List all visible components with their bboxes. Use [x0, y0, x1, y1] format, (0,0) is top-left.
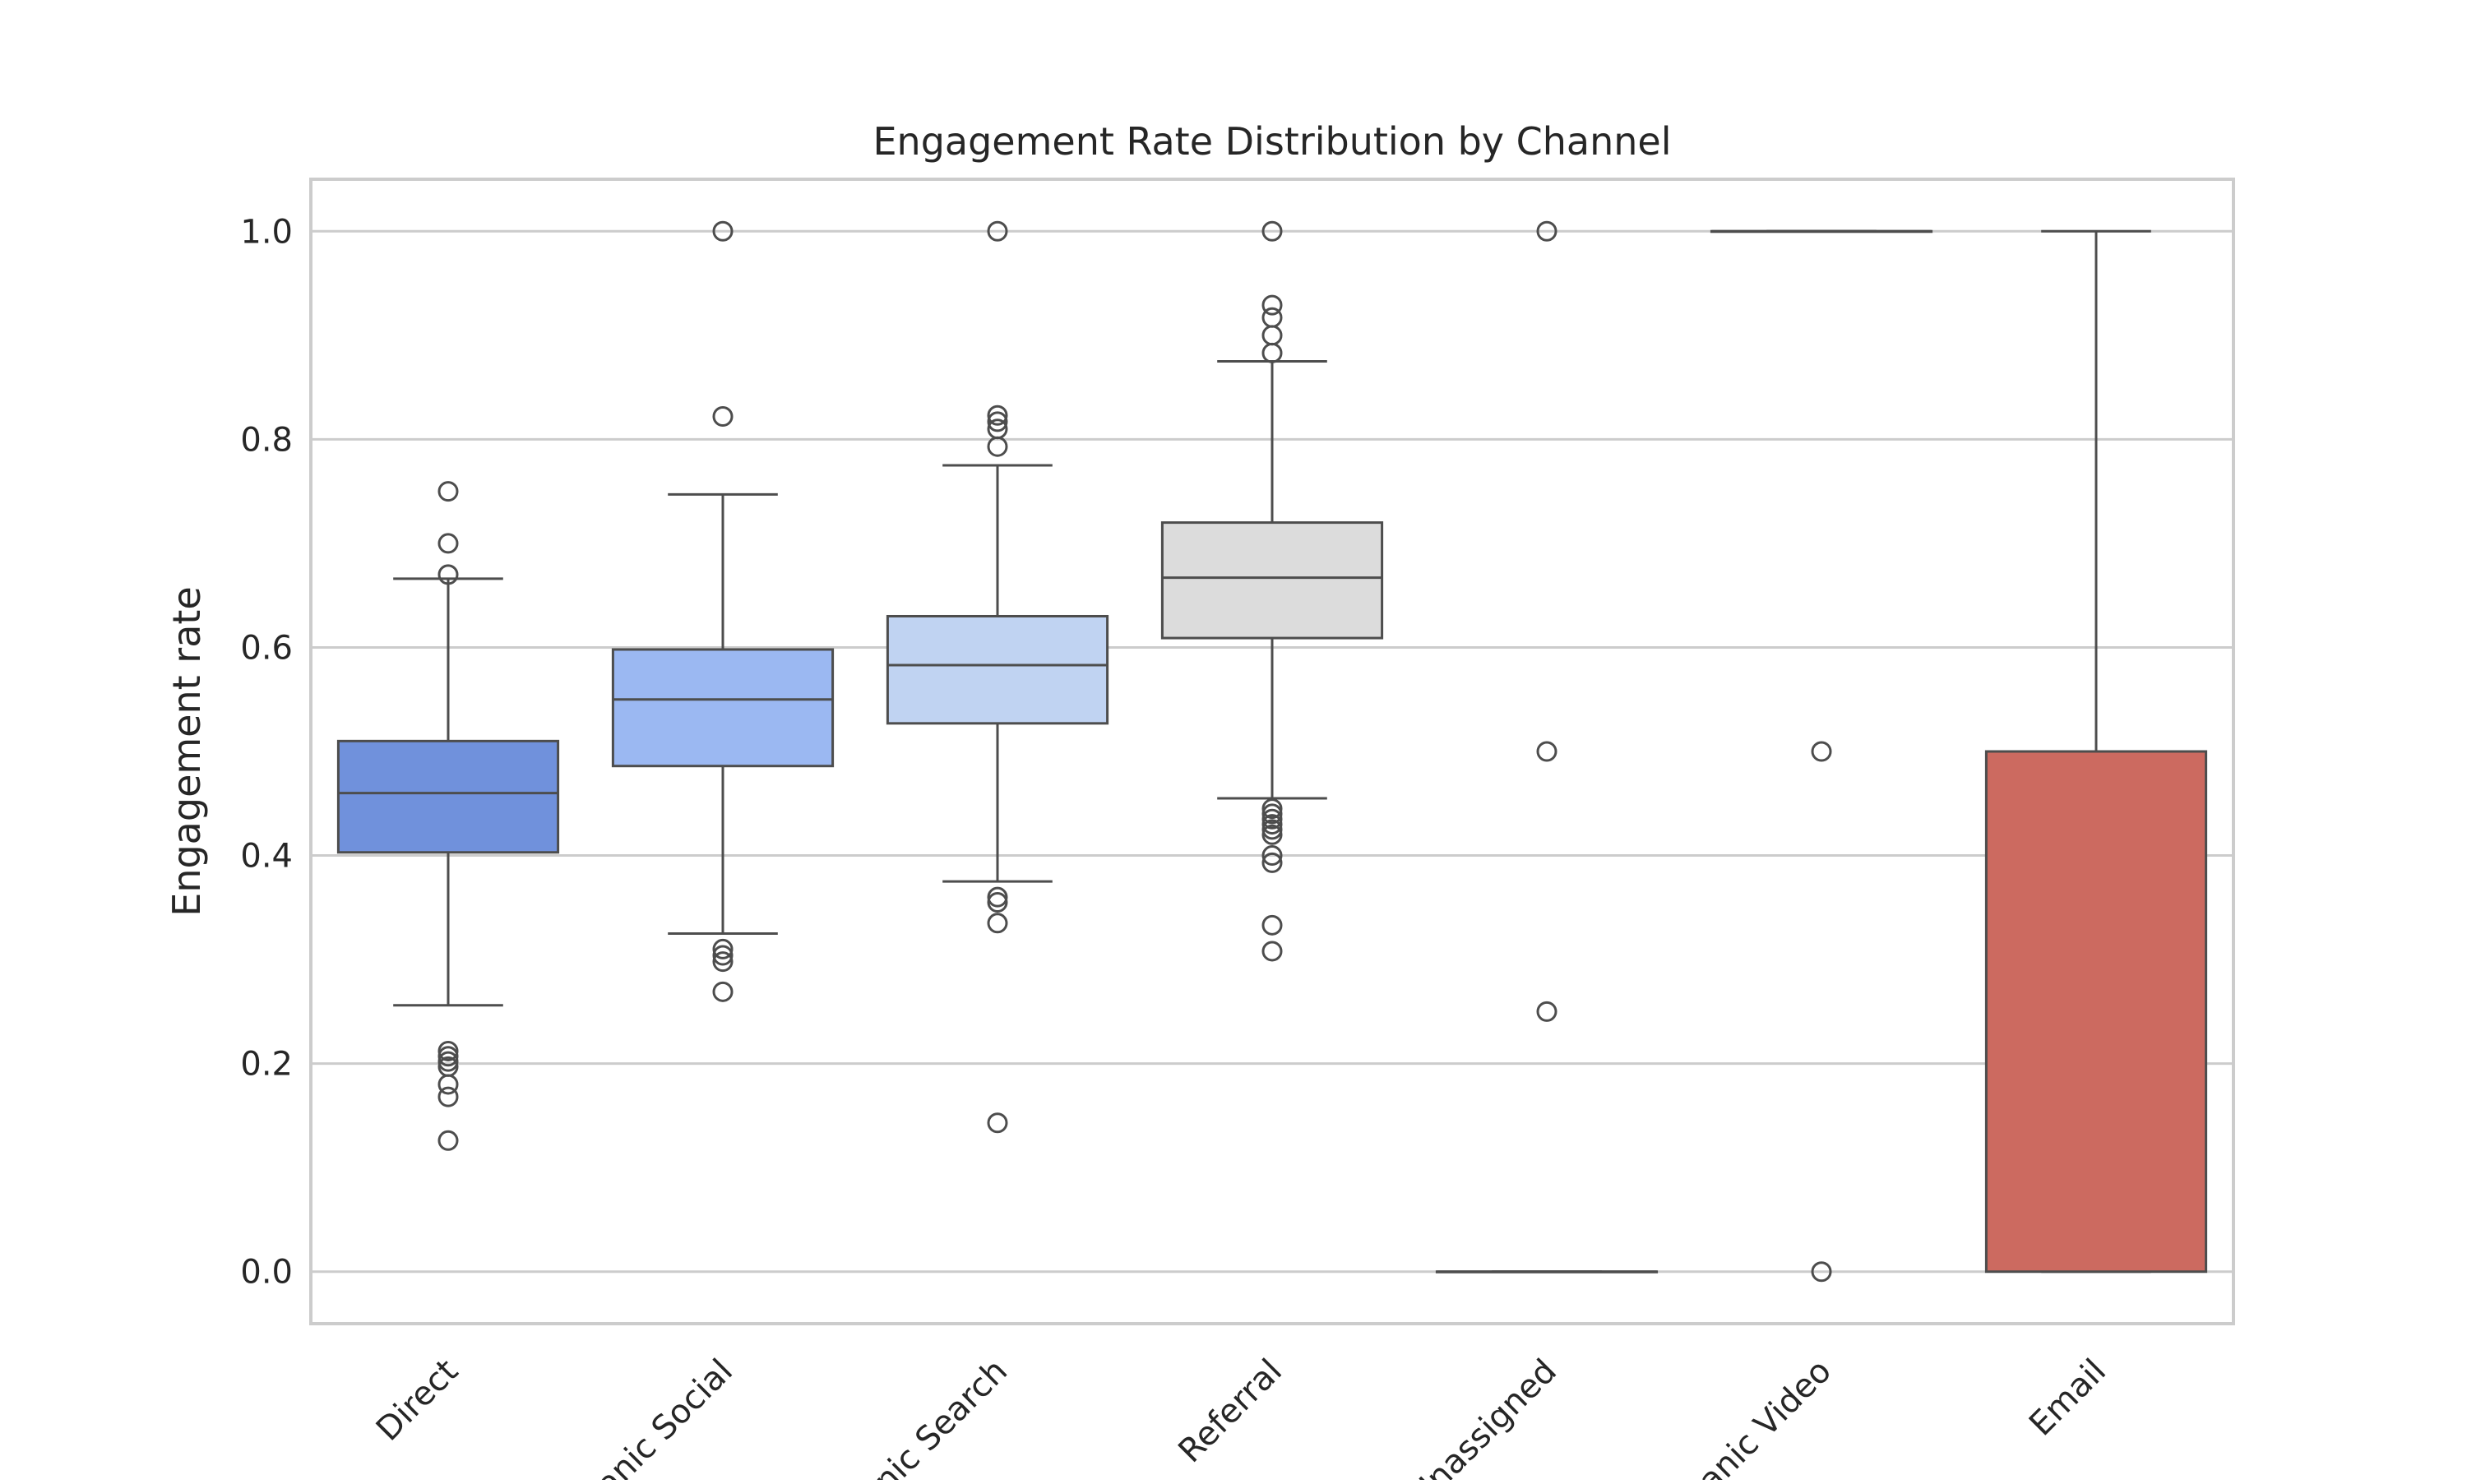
y-tick-label: 0.8 [240, 421, 293, 459]
chart-title: Engagement Rate Distribution by Channel [872, 119, 1671, 164]
box-iqr [611, 648, 835, 768]
outlier-point [1261, 808, 1283, 830]
outlier-point [1811, 1261, 1832, 1283]
outlier-point [1811, 741, 1832, 762]
outlier-point [1261, 814, 1283, 835]
outlier-point [987, 220, 1008, 242]
outlier-point [1536, 220, 1557, 242]
outlier-point [1261, 803, 1283, 825]
outlier-point [712, 938, 734, 959]
outlier-point [437, 1046, 459, 1067]
box-iqr [336, 739, 560, 854]
y-tick-label: 0.2 [240, 1046, 293, 1084]
outlier-point [987, 891, 1008, 913]
outlier-point [437, 1040, 459, 1061]
y-tick-label: 0.0 [240, 1254, 293, 1292]
box-unassigned [1435, 220, 1659, 1274]
box-organic-search [886, 220, 1109, 1134]
outlier-point [437, 1051, 459, 1072]
outlier-point [1261, 824, 1283, 845]
outlier-point [1261, 342, 1283, 363]
outlier-point [987, 913, 1008, 934]
plot-frame [309, 178, 2235, 1325]
box-iqr [886, 614, 1109, 725]
box-organic-video [1710, 229, 1933, 1283]
outlier-point [1261, 294, 1283, 316]
outlier-point [987, 411, 1008, 432]
outlier-point [437, 533, 459, 554]
outlier-point [437, 1086, 459, 1107]
outlier-point [1261, 852, 1283, 873]
box-iqr [1984, 750, 2208, 1274]
outlier-point [437, 1074, 459, 1095]
box-referral [1160, 220, 1384, 962]
outlier-point [1261, 819, 1283, 840]
outlier-point [1261, 941, 1283, 962]
outlier-point [987, 405, 1008, 426]
outlier-point [987, 436, 1008, 457]
box-layer [336, 220, 2208, 1283]
outlier-point [1536, 741, 1557, 762]
outlier-point [712, 406, 734, 428]
outlier-point [987, 886, 1008, 908]
y-tick-label: 0.4 [240, 838, 293, 876]
outlier-point [1536, 1001, 1557, 1022]
box-organic-social [611, 220, 835, 1002]
y-tick-label: 1.0 [240, 213, 293, 251]
outlier-point [987, 1112, 1008, 1134]
outlier-point [712, 220, 734, 242]
outlier-point [1261, 798, 1283, 820]
box-email [1984, 229, 2208, 1274]
outlier-point [437, 481, 459, 502]
outlier-point [1261, 914, 1283, 936]
box-direct [336, 481, 560, 1151]
outlier-point [712, 951, 734, 973]
box-iqr [1160, 521, 1384, 640]
outlier-point [712, 981, 734, 1002]
outlier-point [1261, 220, 1283, 242]
y-axis-label: Engagement rate [164, 586, 209, 916]
outlier-point [437, 1130, 459, 1151]
outlier-point [437, 564, 459, 585]
outlier-point [712, 945, 734, 966]
outlier-point [1261, 845, 1283, 867]
y-tick-label: 0.6 [240, 629, 293, 667]
